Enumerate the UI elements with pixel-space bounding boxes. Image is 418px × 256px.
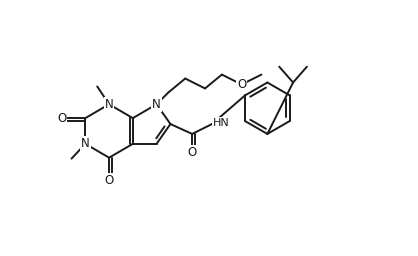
Text: O: O xyxy=(104,174,114,187)
Text: O: O xyxy=(237,78,246,91)
Text: O: O xyxy=(57,112,66,125)
Text: N: N xyxy=(152,98,161,111)
Text: N: N xyxy=(105,98,113,111)
Text: HN: HN xyxy=(213,118,230,128)
Text: O: O xyxy=(188,146,197,159)
Text: N: N xyxy=(81,137,90,150)
